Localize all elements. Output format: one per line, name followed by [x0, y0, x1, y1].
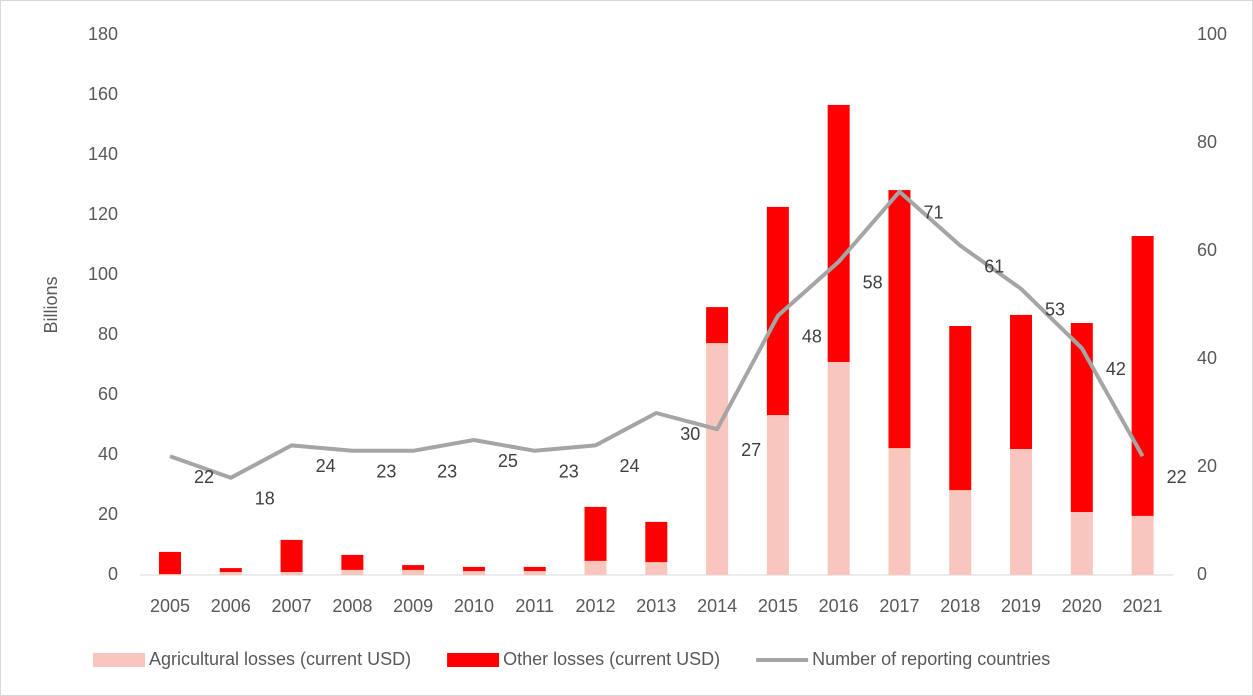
bar-segment — [888, 190, 911, 449]
bar-segment — [1070, 323, 1093, 512]
y-axis-label: Billions — [41, 276, 61, 333]
data-label: 24 — [316, 456, 336, 476]
x-tick-label: 2011 — [515, 596, 554, 616]
y2-tick-label: 20 — [1197, 456, 1217, 476]
x-tick-label: 2008 — [332, 596, 372, 616]
x-tick-label: 2005 — [150, 596, 190, 616]
bar-segment — [462, 566, 485, 572]
legend-label: Number of reporting countries — [812, 649, 1050, 669]
bar-segment — [219, 572, 242, 575]
y2-tick-label: 60 — [1197, 240, 1217, 260]
x-tick-label: 2017 — [879, 596, 919, 616]
line — [169, 189, 1145, 480]
legend-label: Agricultural losses (current USD) — [149, 649, 411, 669]
bar-segment — [645, 521, 668, 563]
bar-segment — [219, 568, 242, 572]
bar-segment — [1131, 515, 1154, 575]
data-label: 30 — [680, 424, 700, 444]
y2-tick-label: 40 — [1197, 348, 1217, 368]
data-label: 22 — [1167, 467, 1187, 487]
bar-segment — [706, 343, 729, 575]
y-tick-label: 120 — [88, 204, 118, 224]
y-tick-label: 0 — [108, 564, 118, 584]
bar-segment — [584, 560, 607, 575]
bar-segment — [645, 562, 668, 575]
bar-segment — [402, 565, 425, 570]
legend-swatch — [93, 653, 145, 667]
data-label: 23 — [437, 462, 457, 482]
data-label: 42 — [1106, 359, 1126, 379]
bar-segment — [402, 569, 425, 575]
bar-segment — [341, 554, 364, 570]
y2-tick-label: 100 — [1197, 24, 1227, 44]
data-label: 53 — [1045, 300, 1065, 320]
data-label: 61 — [984, 256, 1004, 276]
x-tick-label: 2007 — [272, 596, 312, 616]
bar-segment — [1010, 314, 1033, 449]
x-tick-label: 2015 — [758, 596, 798, 616]
bar-segment — [158, 574, 181, 575]
y-tick-label: 60 — [98, 384, 118, 404]
data-label: 23 — [376, 462, 396, 482]
legend-swatch — [447, 653, 500, 667]
bar-segment — [827, 362, 850, 575]
x-tick-label: 2019 — [1001, 596, 1041, 616]
bar-segment — [827, 104, 850, 363]
bar-segment — [158, 551, 181, 575]
y2-tick-label: 0 — [1197, 564, 1207, 584]
x-tick-label: 2010 — [454, 596, 494, 616]
bar-segment — [1070, 512, 1093, 575]
bar-segment — [949, 490, 972, 575]
y2-tick-label: 80 — [1197, 132, 1217, 152]
bar-segment — [280, 572, 303, 575]
bar-segment — [1010, 449, 1033, 575]
bar-segment — [949, 326, 972, 491]
legend-label: Other losses (current USD) — [503, 649, 720, 669]
bar-segment — [766, 415, 789, 575]
bar-segment — [584, 506, 607, 561]
data-label: 48 — [802, 327, 822, 347]
x-tick-label: 2014 — [697, 596, 737, 616]
bar-segment — [706, 307, 729, 344]
x-tick-label: 2021 — [1123, 596, 1163, 616]
bar-segment — [888, 448, 911, 575]
data-label: 18 — [255, 489, 275, 509]
x-tick-label: 2013 — [636, 596, 676, 616]
data-label: 25 — [498, 451, 518, 471]
x-tick-label: 2009 — [393, 596, 433, 616]
y-tick-label: 140 — [88, 144, 118, 164]
data-label: 58 — [863, 273, 883, 293]
data-label: 22 — [194, 467, 214, 487]
data-label: 71 — [923, 202, 943, 222]
bar-segment — [1131, 236, 1154, 516]
y-tick-label: 20 — [98, 504, 118, 524]
y-tick-label: 180 — [88, 24, 118, 44]
data-label: 24 — [620, 456, 640, 476]
x-tick-label: 2012 — [575, 596, 615, 616]
bar-segment — [341, 569, 364, 575]
data-label: 23 — [559, 462, 579, 482]
bar-segment — [462, 571, 485, 575]
x-tick-label: 2006 — [211, 596, 251, 616]
y-tick-label: 100 — [88, 264, 118, 284]
bar-segment — [523, 571, 546, 575]
x-tick-label: 2020 — [1062, 596, 1102, 616]
y-tick-label: 40 — [98, 444, 118, 464]
data-label: 27 — [741, 440, 761, 460]
bar-segment — [523, 566, 546, 572]
x-tick-label: 2016 — [819, 596, 859, 616]
bar-segment — [280, 539, 303, 572]
y-tick-label: 80 — [98, 324, 118, 344]
x-tick-label: 2018 — [940, 596, 980, 616]
bar-segment — [766, 206, 789, 416]
y-tick-label: 160 — [88, 84, 118, 104]
